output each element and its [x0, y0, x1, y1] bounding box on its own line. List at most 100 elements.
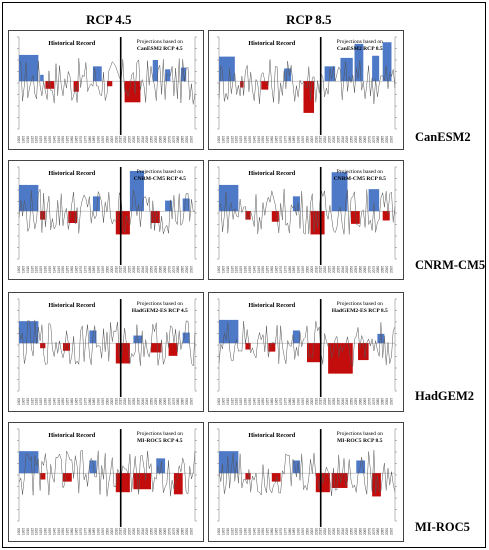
- x-tick-label: 1950: [261, 398, 265, 405]
- wet-period-bar: [382, 42, 392, 82]
- dry-period-bar: [310, 211, 325, 235]
- dry-period-bar: [133, 473, 151, 490]
- x-tick-label: 1925: [239, 266, 243, 273]
- x-tick-label: 2065: [363, 528, 367, 535]
- x-tick-label: 1985: [92, 528, 96, 535]
- annual-anomaly-line: [218, 188, 396, 235]
- annual-anomaly-line: [18, 57, 196, 105]
- projection-label-prefix: Projections based on: [137, 431, 183, 437]
- x-tick-label: 2045: [345, 266, 349, 273]
- x-tick-label: 2010: [314, 528, 318, 535]
- x-tick-label: 1980: [88, 266, 92, 273]
- x-tick-label: 1975: [83, 398, 87, 405]
- x-tick-label: 1965: [274, 266, 278, 273]
- x-tick-label: 1960: [270, 136, 274, 143]
- x-tick-label: 1975: [283, 136, 287, 143]
- dry-period-bar: [351, 211, 360, 224]
- projection-label-model: MI-ROC5 RCP 4.5: [137, 438, 183, 444]
- x-tick-label: 1930: [244, 266, 248, 273]
- x-tick-label: 1950: [261, 528, 265, 535]
- x-tick-label: 2055: [354, 528, 358, 535]
- x-tick-label: 2040: [141, 398, 145, 405]
- x-tick-label: 1925: [239, 136, 243, 143]
- x-tick-label: 2060: [159, 398, 163, 405]
- x-tick-label: 1980: [288, 528, 292, 535]
- x-tick-label: 1970: [279, 528, 283, 535]
- x-tick-label: 2040: [141, 266, 145, 273]
- x-tick-label: 1990: [297, 136, 301, 143]
- x-tick-label: 1985: [92, 266, 96, 273]
- x-tick-label: 2035: [136, 266, 140, 273]
- wet-period-bar: [89, 460, 97, 474]
- x-tick-label: 2085: [181, 398, 185, 405]
- x-tick-label: 1905: [21, 398, 25, 405]
- wet-period-bar: [372, 55, 380, 82]
- x-tick-label: 2095: [189, 136, 193, 143]
- x-tick-label: 2075: [372, 136, 376, 143]
- wet-period-bar: [182, 198, 190, 212]
- dry-period-bar: [68, 211, 78, 224]
- x-tick-label: 1915: [30, 398, 34, 405]
- x-tick-label: 2080: [176, 398, 180, 405]
- x-tick-label: 1995: [101, 528, 105, 535]
- x-tick-label: 1995: [301, 136, 305, 143]
- x-tick-label: 2070: [167, 136, 171, 143]
- x-tick-label: 2010: [314, 266, 318, 273]
- x-tick-label: 2080: [376, 528, 380, 535]
- x-tick-label: 2045: [345, 528, 349, 535]
- x-tick-label: 2040: [341, 136, 345, 143]
- x-tick-label: 2040: [341, 398, 345, 405]
- x-tick-label: 1910: [26, 528, 30, 535]
- x-tick-label: 1965: [74, 398, 78, 405]
- x-tick-label: 2030: [132, 528, 136, 535]
- projection-label-model: CNRM-CM5 RCP 8.5: [334, 176, 387, 182]
- x-tick-label: 2025: [328, 398, 332, 405]
- historical-record-label: Historical Record: [248, 170, 295, 177]
- x-tick-label: 2010: [314, 136, 318, 143]
- x-tick-label: 1920: [35, 528, 39, 535]
- annual-anomaly-line: [218, 59, 396, 105]
- x-tick-label: 1975: [283, 528, 287, 535]
- x-tick-label: 2035: [136, 528, 140, 535]
- dry-period-bar: [328, 343, 353, 374]
- x-tick-label: 1930: [44, 136, 48, 143]
- x-tick-label: 2095: [389, 266, 393, 273]
- x-tick-label: 1990: [97, 266, 101, 273]
- x-tick-label: 1935: [48, 266, 52, 273]
- projection-label-model: CanESM2 RCP 4.5: [137, 46, 183, 52]
- wet-period-bar: [165, 200, 173, 212]
- x-tick-label: 1915: [30, 266, 34, 273]
- panel-mi-roc5-rcp85: 1900 1905 1910 1915 1920 1925 1930 1935 1940 1945…: [208, 422, 404, 542]
- x-tick-label: 1985: [292, 136, 296, 143]
- wet-period-bar: [92, 66, 102, 82]
- x-tick-label: 1940: [252, 266, 256, 273]
- wet-period-bar: [180, 67, 187, 82]
- panel-svg: 1900 1905 1910 1915 1920 1925 1930 1935 1940 1945…: [217, 36, 397, 143]
- x-tick-label: 2045: [145, 528, 149, 535]
- x-tick-label: 1985: [292, 266, 296, 273]
- wet-period-bar: [92, 196, 100, 212]
- x-tick-label: 1935: [248, 398, 252, 405]
- x-tick-label: 2060: [359, 398, 363, 405]
- x-tick-label: 1960: [270, 528, 274, 535]
- x-tick-label: 1960: [270, 266, 274, 273]
- x-tick-label: 1925: [239, 528, 243, 535]
- x-tick-label: 1920: [35, 398, 39, 405]
- x-tick-label: 2005: [310, 266, 314, 273]
- x-tick-label: 2090: [185, 136, 189, 143]
- x-tick-label: 2070: [367, 266, 371, 273]
- dry-period-bar: [73, 81, 79, 92]
- x-tick-label: 2045: [145, 266, 149, 273]
- x-tick-label: 2000: [305, 136, 309, 143]
- x-tick-label: 1990: [297, 266, 301, 273]
- x-tick-label: 1995: [301, 398, 305, 405]
- dry-period-bar: [107, 81, 113, 87]
- x-tick-label: 2000: [305, 398, 309, 405]
- x-tick-label: 2060: [359, 266, 363, 273]
- panel-svg: 1900 1905 1910 1915 1920 1925 1930 1935 1940 1945…: [17, 36, 197, 143]
- dry-period-bar: [331, 473, 348, 488]
- x-tick-label: 2035: [136, 136, 140, 143]
- x-tick-label: 2010: [114, 266, 118, 273]
- wet-period-bar: [40, 74, 44, 82]
